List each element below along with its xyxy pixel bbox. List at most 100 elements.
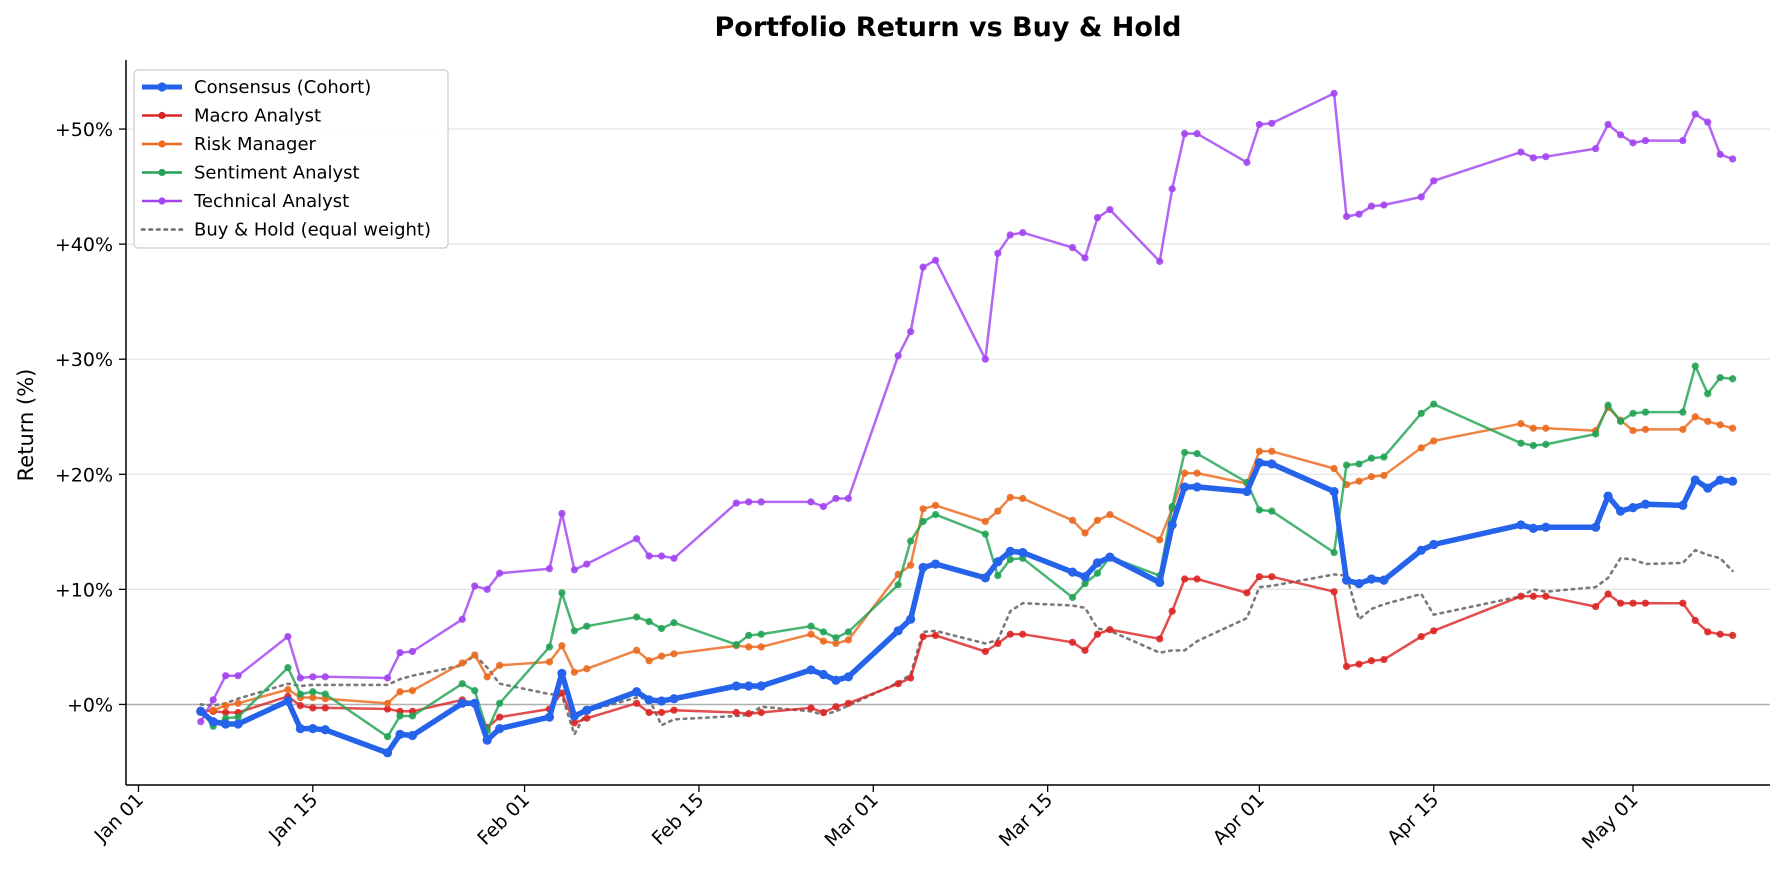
series-point <box>471 582 479 590</box>
series-point <box>284 664 292 672</box>
series-point <box>819 502 828 511</box>
series-point <box>994 639 1002 648</box>
series-point <box>807 622 815 630</box>
series-point <box>1019 494 1027 503</box>
series-point <box>408 647 417 656</box>
series-point <box>993 557 1003 567</box>
series-point <box>1429 539 1439 550</box>
series-point <box>1529 592 1537 600</box>
series-point <box>1729 375 1737 383</box>
series-point <box>1380 201 1388 209</box>
series-point <box>731 681 741 691</box>
series-point <box>1168 185 1176 193</box>
series-point <box>209 696 217 704</box>
legend-entry: Sentiment Analyst <box>142 163 360 184</box>
series-point <box>1181 469 1189 477</box>
series-point <box>471 651 479 659</box>
series-point <box>745 643 753 651</box>
series-point <box>582 705 592 715</box>
series-0 <box>196 458 1738 758</box>
series-point <box>1641 408 1650 416</box>
series-lines <box>196 89 1738 758</box>
series-point <box>807 704 815 712</box>
series-point <box>1155 577 1165 588</box>
series-point <box>906 614 916 624</box>
series-point <box>1367 657 1376 665</box>
series-point <box>496 699 504 707</box>
series-point <box>1541 522 1551 532</box>
series-point <box>806 665 816 675</box>
series-point <box>1542 153 1550 161</box>
series-point <box>309 693 317 702</box>
series-point <box>1629 409 1637 417</box>
series-point <box>320 725 330 735</box>
series-point <box>383 733 392 741</box>
series-point <box>1679 136 1687 145</box>
series-point <box>1268 507 1276 515</box>
series-point <box>907 561 915 569</box>
legend-swatch-marker <box>157 82 167 92</box>
legend-label: Macro Analyst <box>194 106 321 127</box>
series-point <box>757 643 765 651</box>
y-tick-label: +50% <box>55 119 113 141</box>
series-point <box>1255 120 1263 129</box>
series-point <box>645 552 653 560</box>
series-point <box>1691 413 1699 421</box>
series-point <box>930 559 941 569</box>
series-point <box>309 673 317 681</box>
series-point <box>457 698 467 708</box>
series-4 <box>197 89 1737 726</box>
x-tick-label: May 01 <box>1578 789 1643 854</box>
series-point <box>1367 454 1376 462</box>
series-point <box>981 530 989 538</box>
series-point <box>495 724 505 734</box>
series-point <box>1005 546 1015 556</box>
series-point <box>931 510 940 519</box>
series-point <box>1268 119 1276 127</box>
series-point <box>1068 243 1077 252</box>
series-point <box>1255 506 1263 514</box>
series-point <box>745 498 753 506</box>
series-point <box>1068 593 1077 602</box>
series-point <box>458 659 466 667</box>
series-point <box>1640 499 1651 509</box>
series-point <box>670 650 678 658</box>
series-point <box>819 637 828 645</box>
series-point <box>1542 440 1550 448</box>
legend-label: Technical Analyst <box>193 191 349 212</box>
series-2 <box>197 403 1737 715</box>
series-point <box>1629 599 1637 607</box>
series-point <box>1342 662 1351 671</box>
series-point <box>1367 472 1376 481</box>
series-point <box>1678 500 1688 510</box>
series-point <box>296 690 304 698</box>
series-point <box>1729 424 1737 432</box>
series-point <box>931 256 940 264</box>
series-point <box>832 639 840 648</box>
series-point <box>919 505 927 513</box>
series-point <box>483 673 491 681</box>
series-point <box>1704 118 1712 126</box>
series-point <box>669 694 679 704</box>
series-point <box>1019 630 1027 638</box>
series-point <box>1093 516 1102 524</box>
series-point <box>1416 545 1426 555</box>
series-point <box>545 565 554 573</box>
series-point <box>1330 89 1338 97</box>
series-point <box>545 643 554 651</box>
legend-swatch-marker <box>158 168 166 177</box>
series-point <box>1417 444 1425 452</box>
series-point <box>633 613 641 621</box>
series-point <box>1367 202 1376 210</box>
x-tick-label: Jan 15 <box>264 789 322 847</box>
series-point <box>1629 139 1637 147</box>
series-point <box>1603 491 1613 501</box>
series-point <box>382 748 393 758</box>
series-point <box>1006 231 1014 239</box>
y-tick-label: +40% <box>55 234 113 256</box>
series-point <box>1430 400 1438 408</box>
series-point <box>670 619 678 627</box>
x-tick-label: Mar 01 <box>821 789 883 851</box>
series-point <box>1379 575 1389 585</box>
